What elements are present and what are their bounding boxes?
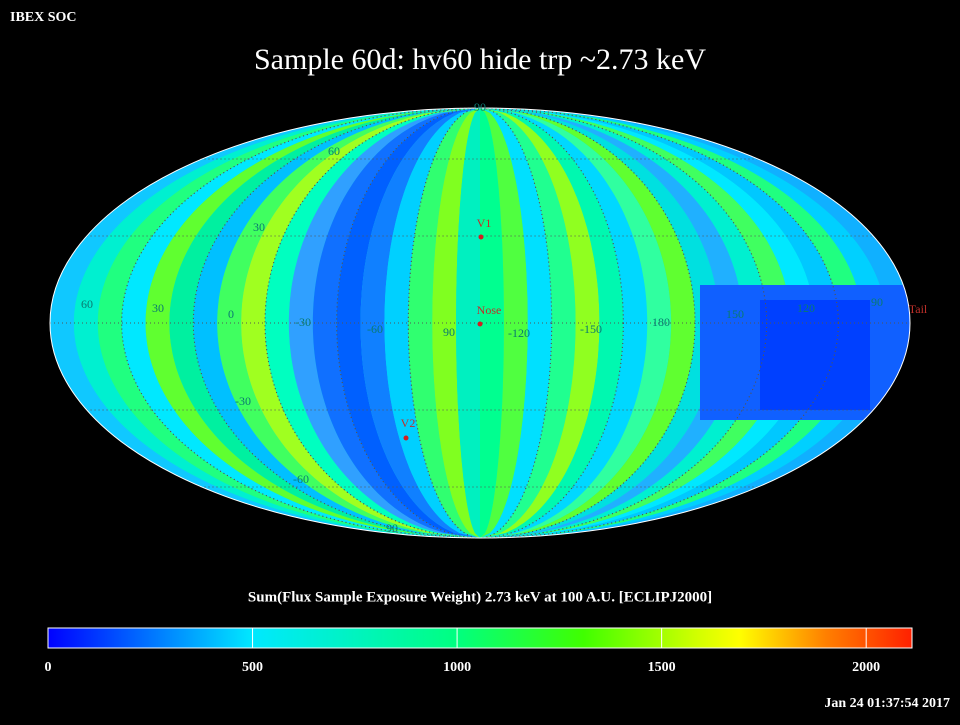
longitude-label: -150 (580, 322, 602, 336)
longitude-label: -60 (367, 322, 383, 336)
marker-dot (478, 234, 484, 240)
colorbar (47, 627, 913, 649)
longitude-label: 180 (652, 315, 670, 329)
marker-dot (477, 321, 483, 327)
latitude-label: 90 (474, 100, 486, 114)
map-stripe (456, 108, 480, 538)
marker-dot (403, 435, 409, 441)
longitude-label: 0 (228, 307, 234, 321)
colorbar-tick-label: 1500 (648, 660, 676, 675)
colorbar-label: Sum(Flux Sample Exposure Weight) 2.73 ke… (248, 589, 712, 605)
org-label: IBEX SOC (10, 10, 77, 25)
colorbar-tick-label: 2000 (852, 660, 880, 675)
longitude-label: 120 (797, 301, 815, 315)
map-stripe (480, 108, 648, 538)
longitude-label: 30 (152, 301, 164, 315)
meridian (407, 107, 553, 539)
map-stripe (480, 108, 624, 538)
map-stripe (408, 108, 480, 538)
map-stripe (336, 108, 480, 538)
title: Sample 60d: hv60 hide trp ~2.73 keV (254, 43, 706, 76)
map-stripe (312, 108, 480, 538)
marker-label: Nose (477, 303, 502, 317)
longitude-label: -120 (508, 326, 530, 340)
longitude-label: 150 (726, 307, 744, 321)
latitude-label: 60 (328, 144, 340, 158)
longitude-label: -30 (295, 315, 311, 329)
colorbar-tick-label: 1000 (443, 660, 471, 675)
graticule: 90 60 30 -30 -60 90 60 30 0 -30 -60 90 -120 -150 180 15… (49, 100, 928, 539)
longitude-label: 90 (871, 295, 883, 309)
marker-label: V2 (401, 416, 416, 430)
map-stripe (480, 108, 576, 538)
latitude-label: 90 (386, 521, 398, 535)
colorbar-tick-label: 0 (45, 660, 52, 675)
map-stripe (360, 108, 480, 538)
latitude-label: 30 (253, 220, 265, 234)
latitude-label: -30 (235, 394, 251, 408)
timestamp: Jan 24 01:37:54 2017 (824, 696, 950, 711)
colorbar-tick-label: 500 (242, 660, 263, 675)
longitude-label: 90 (443, 325, 455, 339)
latitude-label: -60 (293, 472, 309, 486)
map-outline (49, 107, 911, 539)
map-stripe (480, 108, 552, 538)
marker-label: V1 (477, 216, 492, 230)
marker-label: Tail (909, 302, 928, 316)
longitude-label: 60 (81, 297, 93, 311)
sky-map (50, 108, 910, 538)
map-stripe (384, 108, 480, 538)
map-stripe (480, 108, 600, 538)
map-stripe (480, 108, 528, 538)
map-patch (760, 300, 870, 410)
map-stripe (480, 108, 504, 538)
